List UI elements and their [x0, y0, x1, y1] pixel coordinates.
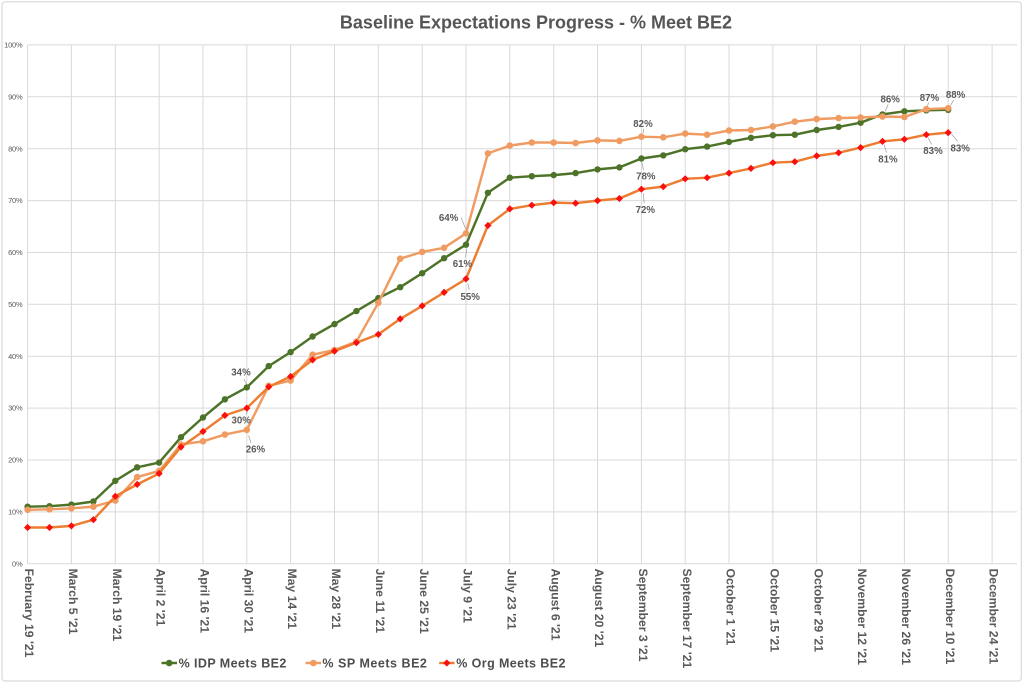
svg-text:% Org Meets BE2: % Org Meets BE2	[456, 656, 566, 670]
svg-text:October 15 '21: October 15 '21	[768, 569, 782, 653]
svg-text:55%: 55%	[461, 292, 481, 303]
svg-text:% SP Meets BE2: % SP Meets BE2	[322, 656, 427, 670]
svg-text:60%: 60%	[8, 248, 23, 257]
svg-text:June 25 '21: June 25 '21	[417, 569, 431, 634]
svg-text:Baseline Expectations Progress: Baseline Expectations Progress - % Meet …	[340, 13, 732, 33]
svg-text:April 30 '21: April 30 '21	[241, 569, 255, 634]
svg-text:20%: 20%	[8, 456, 23, 465]
svg-text:March 19 '21: March 19 '21	[110, 569, 124, 642]
svg-text:40%: 40%	[8, 352, 23, 361]
svg-text:30%: 30%	[8, 404, 23, 413]
svg-text:88%: 88%	[946, 90, 966, 101]
svg-text:82%: 82%	[633, 119, 653, 130]
svg-text:September 17 '21: September 17 '21	[680, 569, 694, 669]
svg-text:34%: 34%	[231, 368, 251, 379]
svg-text:100%: 100%	[4, 41, 23, 50]
svg-text:September 3 '21: September 3 '21	[636, 569, 650, 662]
svg-text:November 12 '21: November 12 '21	[855, 569, 869, 666]
svg-text:30%: 30%	[232, 415, 252, 426]
svg-text:83%: 83%	[951, 144, 971, 155]
svg-text:December 10 '21: December 10 '21	[943, 569, 957, 665]
svg-text:64%: 64%	[439, 213, 459, 224]
svg-text:October 1 '21: October 1 '21	[724, 569, 738, 646]
svg-text:72%: 72%	[636, 205, 656, 216]
svg-text:August 20 '21: August 20 '21	[592, 569, 606, 648]
svg-text:86%: 86%	[881, 94, 901, 105]
svg-text:78%: 78%	[636, 172, 656, 183]
svg-text:% IDP Meets BE2: % IDP Meets BE2	[179, 656, 287, 670]
svg-text:July 23 '21: July 23 '21	[504, 569, 518, 630]
svg-text:87%: 87%	[920, 93, 940, 104]
svg-text:61%: 61%	[453, 259, 473, 270]
svg-text:10%: 10%	[8, 508, 23, 517]
svg-text:81%: 81%	[878, 155, 898, 166]
svg-text:50%: 50%	[8, 300, 23, 309]
svg-text:October 29 '21: October 29 '21	[811, 569, 825, 653]
svg-text:April 2 '21: April 2 '21	[154, 569, 168, 627]
svg-text:February 19 '21: February 19 '21	[22, 569, 36, 658]
svg-text:83%: 83%	[923, 146, 943, 157]
svg-text:80%: 80%	[8, 144, 23, 153]
svg-text:70%: 70%	[8, 196, 23, 205]
svg-text:August 6 '21: August 6 '21	[548, 569, 562, 641]
svg-text:April 16 '21: April 16 '21	[198, 569, 212, 634]
svg-text:May 14 '21: May 14 '21	[285, 569, 299, 630]
svg-text:July 9 '21: July 9 '21	[461, 569, 475, 624]
svg-text:March 5 '21: March 5 '21	[66, 569, 80, 635]
svg-text:90%: 90%	[8, 92, 23, 101]
svg-text:May 28 '21: May 28 '21	[329, 569, 343, 630]
svg-text:November 26 '21: November 26 '21	[899, 569, 913, 666]
svg-text:26%: 26%	[246, 445, 266, 456]
svg-text:June 11 '21: June 11 '21	[373, 569, 387, 634]
svg-text:December 24 '21: December 24 '21	[987, 569, 1001, 665]
svg-text:0%: 0%	[12, 559, 23, 568]
